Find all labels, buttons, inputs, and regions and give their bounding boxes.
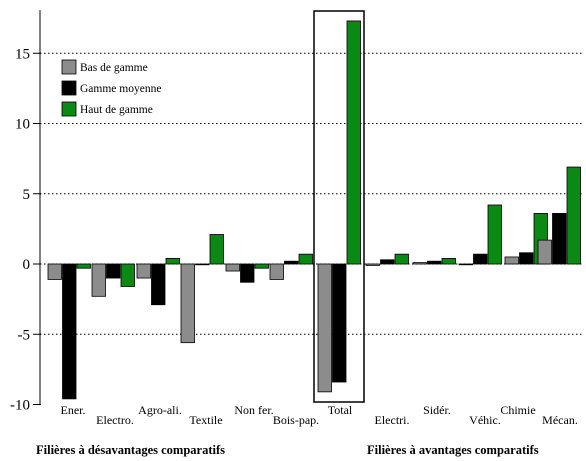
category-label: Electro. bbox=[96, 413, 134, 427]
legend-label: Haut de gamme bbox=[80, 104, 153, 116]
bar bbox=[441, 257, 456, 265]
bar bbox=[380, 259, 395, 265]
category-label: Electri. bbox=[375, 413, 410, 427]
bar bbox=[365, 263, 380, 266]
bar bbox=[62, 263, 77, 400]
bar bbox=[120, 263, 135, 287]
category-label: Ener. bbox=[61, 403, 86, 417]
bar bbox=[254, 263, 269, 269]
y-tick-label: 0 bbox=[23, 257, 31, 273]
category-label: Véhic. bbox=[469, 413, 501, 427]
legend-label: Bas de gamme bbox=[80, 62, 148, 74]
y-axis: -10 -5 0 5 10 15 bbox=[10, 10, 41, 414]
legend-swatch bbox=[61, 101, 77, 117]
bar bbox=[151, 263, 166, 306]
category-label: Non fer. bbox=[234, 403, 273, 417]
category-label: Agro-ali. bbox=[138, 403, 182, 417]
group-label-disadvantage: Filières à désavantages comparatifs bbox=[36, 443, 225, 457]
y-tick-label: 10 bbox=[15, 117, 30, 133]
bar bbox=[346, 20, 361, 265]
bar bbox=[566, 166, 581, 265]
bars bbox=[47, 20, 581, 400]
bar bbox=[298, 253, 313, 265]
bar bbox=[180, 263, 195, 344]
bar bbox=[412, 262, 427, 265]
category-labels: Ener. Electro. Agro-ali. Textile Non fer.Boi… bbox=[61, 403, 578, 427]
bar bbox=[91, 263, 106, 297]
category-label: Textile bbox=[189, 413, 222, 427]
bar bbox=[136, 263, 151, 279]
bar bbox=[332, 263, 347, 383]
bar bbox=[552, 213, 567, 265]
grid-lines bbox=[40, 52, 584, 335]
bar bbox=[504, 256, 519, 265]
bar bbox=[209, 234, 224, 265]
y-tick-label: -10 bbox=[10, 398, 30, 414]
bar bbox=[473, 253, 488, 265]
category-label: Sidér. bbox=[423, 403, 451, 417]
bar bbox=[487, 204, 502, 265]
legend-label: Gamme moyenne bbox=[80, 83, 161, 95]
bar bbox=[269, 263, 284, 280]
bar bbox=[537, 239, 552, 265]
category-label: Total bbox=[328, 403, 353, 417]
bar bbox=[519, 252, 534, 265]
total-highlight-box bbox=[313, 10, 365, 403]
y-tick-label: -5 bbox=[18, 327, 31, 343]
y-tick-label: 5 bbox=[23, 187, 31, 203]
bar bbox=[225, 263, 240, 272]
legend: Bas de gamme Gamme moyenne Haut de gamme bbox=[61, 59, 161, 117]
bar bbox=[427, 260, 442, 265]
bar bbox=[76, 263, 91, 269]
bar bbox=[458, 263, 473, 266]
bar bbox=[195, 263, 210, 266]
bar bbox=[165, 257, 180, 265]
category-label: Mécan. bbox=[542, 413, 578, 427]
legend-swatch bbox=[61, 59, 77, 75]
y-tick-label: 15 bbox=[15, 46, 30, 62]
bar bbox=[240, 263, 255, 283]
bar bbox=[394, 253, 409, 265]
bar bbox=[47, 263, 62, 280]
bar bbox=[284, 260, 299, 265]
bar bbox=[317, 263, 332, 393]
legend-swatch bbox=[61, 80, 77, 96]
category-label: Bois-pap. bbox=[273, 413, 319, 427]
group-label-advantage: Filières à avantages comparatifs bbox=[367, 443, 539, 457]
bar bbox=[106, 263, 121, 279]
category-label: Chimie bbox=[500, 403, 535, 417]
